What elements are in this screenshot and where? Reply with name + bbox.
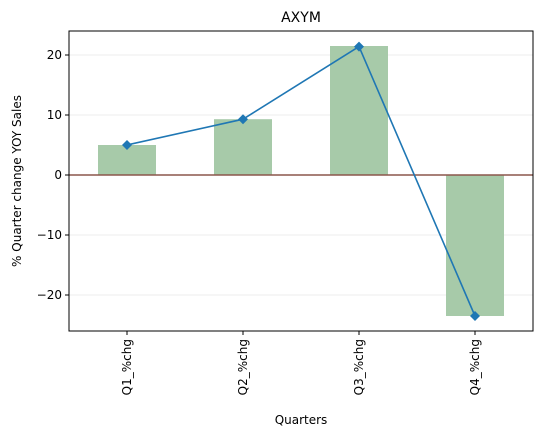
y-axis-label: % Quarter change YOY Sales — [10, 95, 24, 267]
x-tick-label: Q4_%chg — [468, 339, 482, 395]
bar-layer — [98, 46, 504, 316]
y-tick-label: 20 — [47, 48, 62, 62]
y-tick-label: 0 — [54, 168, 62, 182]
y-tick-label: 10 — [47, 108, 62, 122]
x-axis-ticks: Q1_%chg Q2_%chg Q3_%chg Q4_%chg — [120, 331, 482, 395]
bar — [330, 46, 388, 175]
x-tick-label: Q1_%chg — [120, 339, 134, 395]
x-tick-label: Q3_%chg — [352, 339, 366, 395]
y-tick-label: −10 — [37, 228, 62, 242]
data-point-marker — [354, 41, 364, 52]
bar — [214, 119, 272, 175]
plot-frame — [68, 30, 534, 332]
data-point-marker — [122, 140, 132, 150]
y-tick-label: −20 — [37, 288, 62, 302]
data-point-marker — [238, 114, 248, 125]
series-line — [126, 45, 476, 317]
y-axis-ticks: −20 −10 0 10 20 — [37, 48, 69, 302]
x-axis-label: Quarters — [275, 413, 328, 427]
data-point-marker — [470, 311, 480, 321]
line-layer — [122, 41, 480, 321]
chart-title: AXYM — [281, 10, 321, 26]
bar — [446, 175, 504, 316]
x-tick-label: Q2_%chg — [236, 339, 250, 395]
